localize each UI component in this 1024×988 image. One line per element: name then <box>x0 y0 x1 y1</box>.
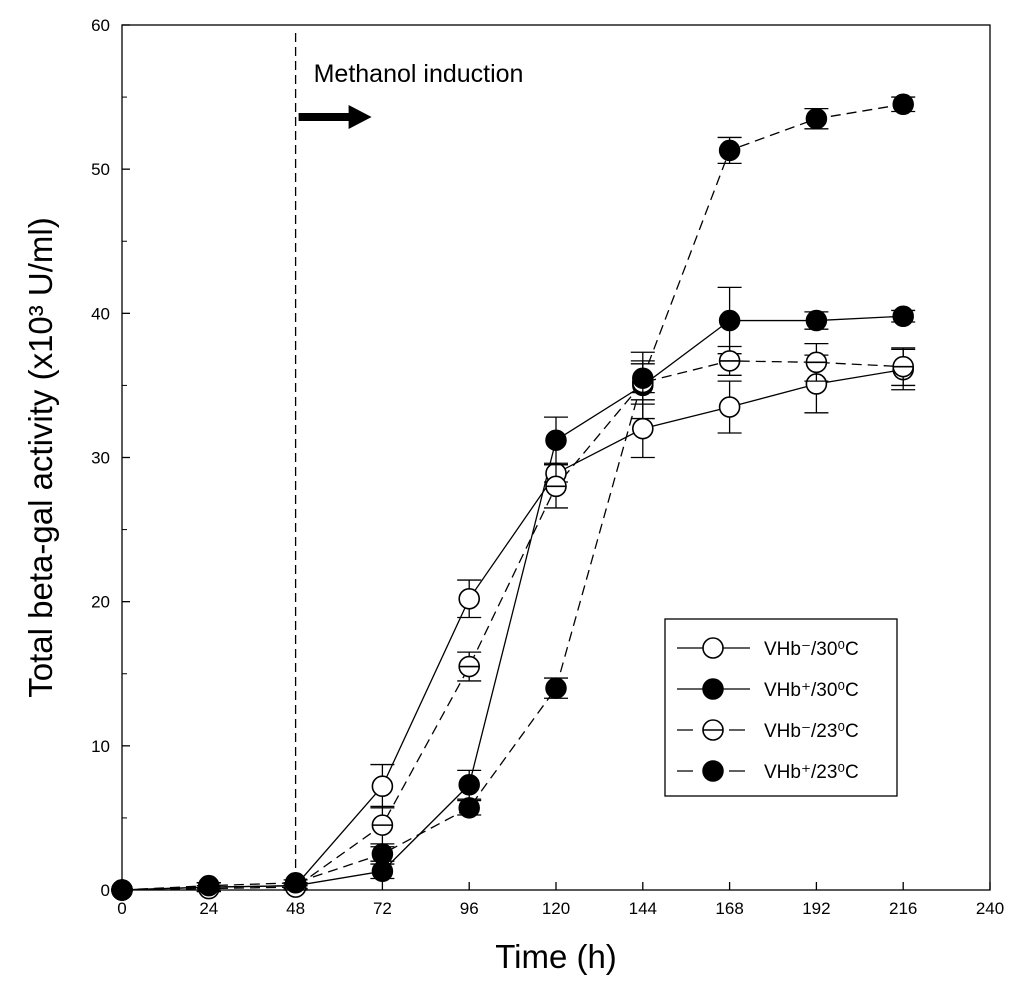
legend-label: VHb⁺/23⁰C <box>764 762 859 783</box>
data-point <box>892 93 914 116</box>
y-tick-label: 0 <box>101 881 110 900</box>
legend-sample <box>677 678 750 700</box>
legend: VHb⁻/30⁰C VHb⁺/30⁰C VHb⁻/23⁰C VHb⁺/23⁰C <box>664 618 898 797</box>
data-point <box>458 587 481 610</box>
series-line <box>121 103 904 891</box>
legend-label: VHb⁻/23⁰C <box>764 721 859 742</box>
axes-layer: 0 24 48 72 96 120 144 168 192 216 240 0 10 20 30 40 50 60 <box>91 16 1004 918</box>
legend-sample <box>677 760 750 782</box>
annotation-layer: Methanol induction <box>294 33 524 890</box>
x-tick-label: 192 <box>802 899 830 918</box>
data-point <box>892 305 914 327</box>
data-point <box>631 417 654 440</box>
y-tick-label: 50 <box>91 160 110 179</box>
series-line <box>121 360 904 891</box>
marker-layer <box>111 93 916 901</box>
arrow-right-icon <box>298 105 372 129</box>
data-point <box>702 760 724 782</box>
x-tick-label: 48 <box>286 899 305 918</box>
data-point <box>702 678 724 700</box>
legend-entry: VHb⁻/23⁰C <box>677 719 859 742</box>
x-tick-label: 240 <box>976 899 1004 918</box>
data-point <box>371 775 394 798</box>
x-tick-label: 72 <box>373 899 392 918</box>
data-point <box>702 637 724 659</box>
series-line <box>121 315 904 891</box>
y-tick-label: 40 <box>91 304 110 323</box>
data-point <box>632 367 654 389</box>
legend-entry: VHb⁻/30⁰C <box>677 637 859 660</box>
y-tick-label: 20 <box>91 593 110 612</box>
x-tick-label: 144 <box>629 899 657 918</box>
data-point <box>458 774 480 796</box>
data-point <box>371 843 394 865</box>
legend-entry: VHb⁺/30⁰C <box>677 678 859 701</box>
series-layer <box>121 103 904 891</box>
x-tick-label: 168 <box>715 899 743 918</box>
data-point <box>805 309 828 332</box>
data-point <box>545 429 567 451</box>
y-tick-label: 60 <box>91 16 110 35</box>
data-point <box>458 797 480 819</box>
y-tick-label: 30 <box>91 449 110 468</box>
induction-label: Methanol induction <box>314 60 524 88</box>
legend-label: VHb⁻/30⁰C <box>764 639 859 660</box>
data-point <box>718 396 741 418</box>
x-axis-title: Time (h) <box>495 938 617 975</box>
x-tick-label: 24 <box>199 899 218 918</box>
x-tick-label: 96 <box>460 899 479 918</box>
data-point <box>718 139 741 162</box>
legend-entry: VHb⁺/23⁰C <box>677 760 859 783</box>
data-point <box>805 107 828 130</box>
legend-sample <box>677 719 750 741</box>
data-point <box>545 677 567 699</box>
x-tick-label: 216 <box>889 899 917 918</box>
legend-sample <box>677 637 750 659</box>
y-axis-title: Total beta-gal activity (x10³ U/ml) <box>22 217 59 697</box>
x-tick-label: 120 <box>542 899 570 918</box>
legend-label: VHb⁺/30⁰C <box>764 680 859 701</box>
x-tick-label: 0 <box>117 899 126 918</box>
data-point <box>718 309 741 332</box>
y-tick-label: 10 <box>91 737 110 756</box>
